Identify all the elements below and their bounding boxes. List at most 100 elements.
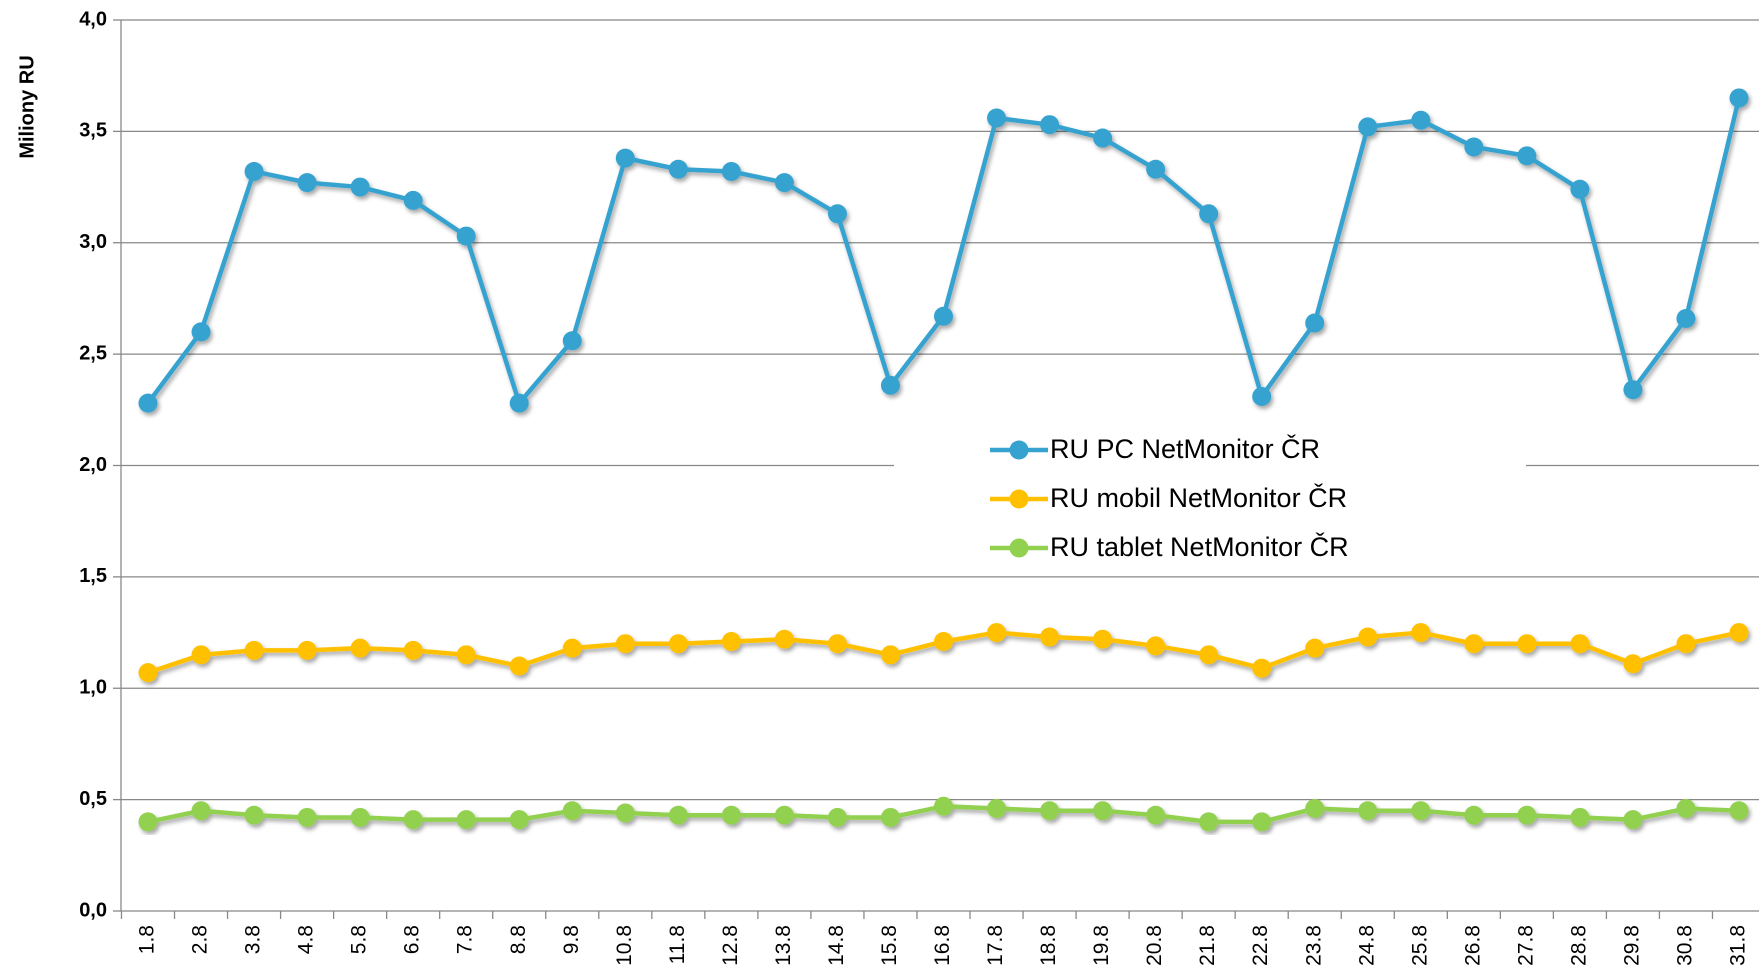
marker <box>509 393 529 413</box>
marker <box>1623 810 1643 830</box>
x-tick-label: 30.8 <box>1674 925 1697 966</box>
marker <box>615 803 635 823</box>
marker <box>562 638 582 658</box>
marker <box>1040 627 1060 647</box>
marker <box>1517 634 1537 654</box>
marker <box>1040 115 1060 135</box>
marker <box>1411 623 1431 643</box>
x-tick-label: 24.8 <box>1355 925 1378 966</box>
marker <box>987 799 1007 819</box>
marker <box>562 331 582 351</box>
marker <box>721 805 741 825</box>
series <box>138 623 1749 683</box>
marker <box>1305 799 1325 819</box>
x-tick-label: 5.8 <box>348 925 371 954</box>
marker <box>509 810 529 830</box>
y-axis-label: Miliony RU <box>16 55 38 158</box>
legend-label: RU tablet NetMonitor ČR <box>1050 531 1349 562</box>
y-tick-label: 0,5 <box>79 788 107 810</box>
x-tick-label: 19.8 <box>1090 925 1113 966</box>
marker <box>1517 805 1537 825</box>
y-tick-label: 3,0 <box>79 231 107 253</box>
marker <box>138 663 158 683</box>
marker <box>880 807 900 827</box>
x-tick-label: 7.8 <box>454 925 477 954</box>
x-tick-label: 3.8 <box>242 925 265 954</box>
marker <box>934 796 953 816</box>
y-tick-label: 2,5 <box>79 342 107 364</box>
marker <box>1464 805 1484 825</box>
marker <box>1729 88 1749 108</box>
marker <box>1570 634 1590 654</box>
marker <box>1252 812 1272 832</box>
legend-label: RU PC NetMonitor ČR <box>1050 433 1320 464</box>
marker <box>934 306 953 326</box>
y-tick-label: 2,0 <box>79 454 107 476</box>
x-tick-label: 8.8 <box>507 925 530 954</box>
marker <box>297 173 317 193</box>
marker <box>403 640 423 660</box>
line <box>146 97 1742 406</box>
marker <box>1623 380 1643 400</box>
x-tick-label: 22.8 <box>1249 925 1272 966</box>
marker <box>350 177 370 197</box>
marker <box>138 812 158 832</box>
marker <box>1093 128 1113 148</box>
x-tick-label: 15.8 <box>878 925 901 966</box>
marker <box>562 801 582 821</box>
marker <box>1358 627 1378 647</box>
marker <box>297 807 317 827</box>
marker <box>244 161 264 181</box>
marker <box>774 629 794 649</box>
marker <box>1464 634 1484 654</box>
marker <box>1093 629 1113 649</box>
series <box>138 796 1749 832</box>
marker <box>1199 812 1219 832</box>
marker <box>1676 634 1696 654</box>
marker <box>1199 645 1219 665</box>
marker <box>1623 654 1643 674</box>
marker <box>1411 110 1431 130</box>
legend-marker <box>1009 489 1029 509</box>
marker <box>721 161 741 181</box>
marker <box>1093 801 1113 821</box>
marker <box>1305 638 1325 658</box>
marker <box>987 108 1007 128</box>
marker <box>1729 623 1749 643</box>
marker <box>1358 801 1378 821</box>
y-tick-label: 0,0 <box>79 899 107 921</box>
marker <box>934 631 953 651</box>
x-tick-label: 11.8 <box>666 925 689 964</box>
y-tick-label: 1,5 <box>79 565 107 587</box>
marker <box>509 656 529 676</box>
marker <box>1729 801 1749 821</box>
x-tick-label: 1.8 <box>136 925 159 954</box>
marker <box>827 807 847 827</box>
marker <box>774 805 794 825</box>
x-tick-label: 31.8 <box>1727 925 1750 966</box>
marker <box>1252 386 1272 406</box>
x-tick-label: 21.8 <box>1196 925 1219 966</box>
x-tick-label: 25.8 <box>1408 925 1431 966</box>
marker <box>1517 146 1537 166</box>
marker <box>668 159 688 179</box>
marker <box>456 810 476 830</box>
legend-marker <box>1009 440 1029 460</box>
marker <box>1199 204 1219 224</box>
marker <box>456 645 476 665</box>
x-tick-label: 4.8 <box>295 925 318 954</box>
x-tick-label: 23.8 <box>1302 925 1325 966</box>
marker <box>1146 159 1166 179</box>
marker <box>244 805 264 825</box>
legend-marker <box>1009 538 1029 558</box>
y-tick-label: 1,0 <box>79 677 107 699</box>
x-tick-label: 13.8 <box>772 925 795 966</box>
marker <box>403 190 423 210</box>
x-tick-label: 26.8 <box>1461 925 1484 966</box>
x-tick-label: 12.8 <box>719 925 742 966</box>
marker <box>244 640 264 660</box>
marker <box>1040 801 1060 821</box>
marker <box>1411 801 1431 821</box>
marker <box>1464 137 1484 157</box>
